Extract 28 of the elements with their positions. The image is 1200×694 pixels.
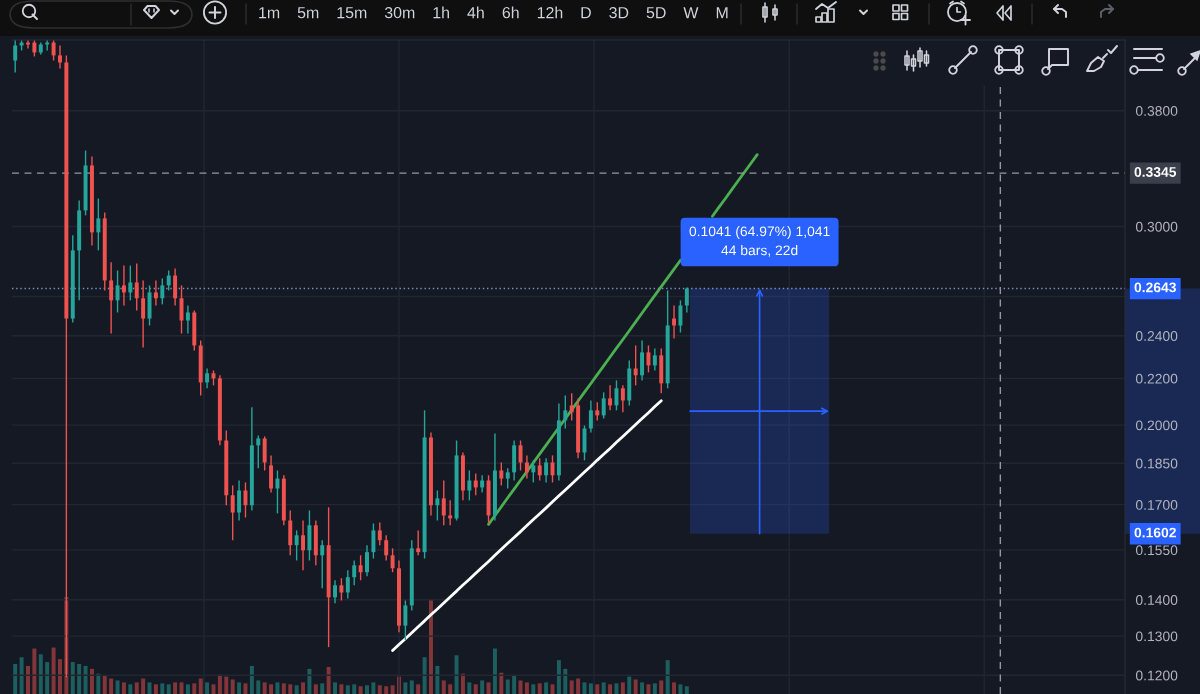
y-tick-label: 0.1550: [1135, 545, 1178, 556]
text: 1m: [259, 7, 280, 19]
text: D: [581, 7, 591, 19]
text: 15m: [337, 7, 367, 19]
text: 5m: [297, 7, 319, 19]
text: 1h: [433, 6, 449, 19]
y-tick-label: 0.2200: [1135, 373, 1178, 384]
text: 5D: [646, 7, 666, 19]
text: 30m: [384, 6, 415, 19]
y-tick-label: 0.1400: [1135, 595, 1178, 605]
y-tick-label: 0.2400: [1135, 331, 1178, 341]
y-tick-label: 0.2643: [1134, 282, 1176, 293]
y-tick-label: 0.1200: [1135, 670, 1178, 681]
y-tick-label: 0.1850: [1135, 458, 1178, 469]
text: M: [716, 7, 728, 19]
y-tick-label: 0.2000: [1135, 420, 1178, 431]
text: 12h: [537, 6, 563, 19]
text: W: [683, 7, 699, 19]
y-tick-label: 0.3000: [1135, 221, 1178, 232]
y-tick-label: 0.3800: [1135, 106, 1178, 116]
ref-line-label: 0.3345: [1134, 167, 1177, 177]
band-label: 0.1041 (64.97%) 1,041 44 bars, 22d: [689, 226, 830, 257]
y-tick-label: 0.1300: [1135, 631, 1178, 642]
text: 4h: [467, 6, 484, 19]
text: 6h: [502, 6, 519, 19]
y-tick-label: 0.1700: [1135, 500, 1178, 510]
text: 3D: [609, 6, 629, 19]
y-tick-label: 0.1602: [1134, 527, 1176, 538]
